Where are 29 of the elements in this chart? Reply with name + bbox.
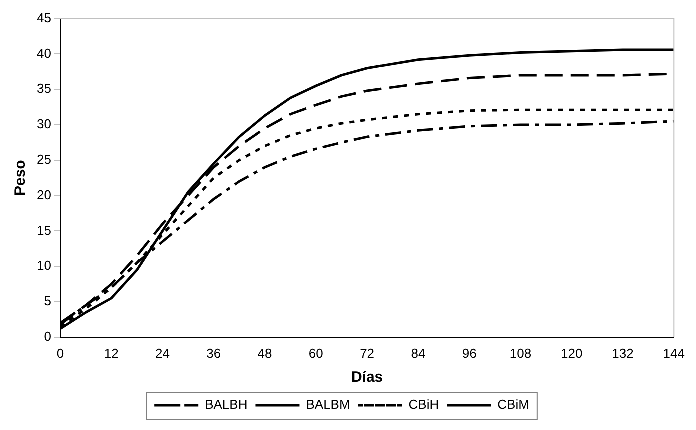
y-axis-title: Peso — [12, 160, 30, 196]
x-tick-label: 24 — [156, 346, 170, 361]
x-tick-label: 60 — [308, 346, 324, 361]
y-tick-label: 20 — [36, 187, 52, 202]
legend-label: CBiM — [498, 397, 530, 412]
y-tick-label: 30 — [36, 116, 52, 132]
y-tick-label: 5 — [44, 294, 52, 309]
y-tick-label: 10 — [36, 258, 52, 274]
legend-label: CBiH — [408, 397, 440, 412]
y-tick-label: 35 — [36, 81, 52, 96]
x-tick-label: 72 — [360, 346, 375, 361]
x-tick-label: 144 — [663, 346, 686, 361]
legend-label: BALBH — [205, 397, 248, 412]
x-tick-label: 96 — [462, 346, 477, 361]
x-axis-title: Días — [351, 369, 384, 386]
y-tick-label: 0 — [44, 328, 52, 344]
y-tick-label: 45 — [36, 10, 52, 26]
x-tick-label: 120 — [561, 346, 583, 361]
x-tick-label: 84 — [411, 346, 426, 361]
x-tick-label: 0 — [56, 346, 64, 361]
x-tick-label: 36 — [206, 346, 222, 361]
y-tick-label: 40 — [36, 46, 52, 61]
y-tick-label: 15 — [36, 222, 52, 238]
x-tick-label: 48 — [258, 346, 272, 361]
legend-label: BALBM — [306, 397, 350, 412]
x-tick-label: 132 — [612, 346, 634, 361]
y-tick-label: 25 — [36, 152, 52, 167]
x-tick-label: 108 — [510, 346, 532, 361]
x-tick-label: 12 — [104, 346, 119, 361]
